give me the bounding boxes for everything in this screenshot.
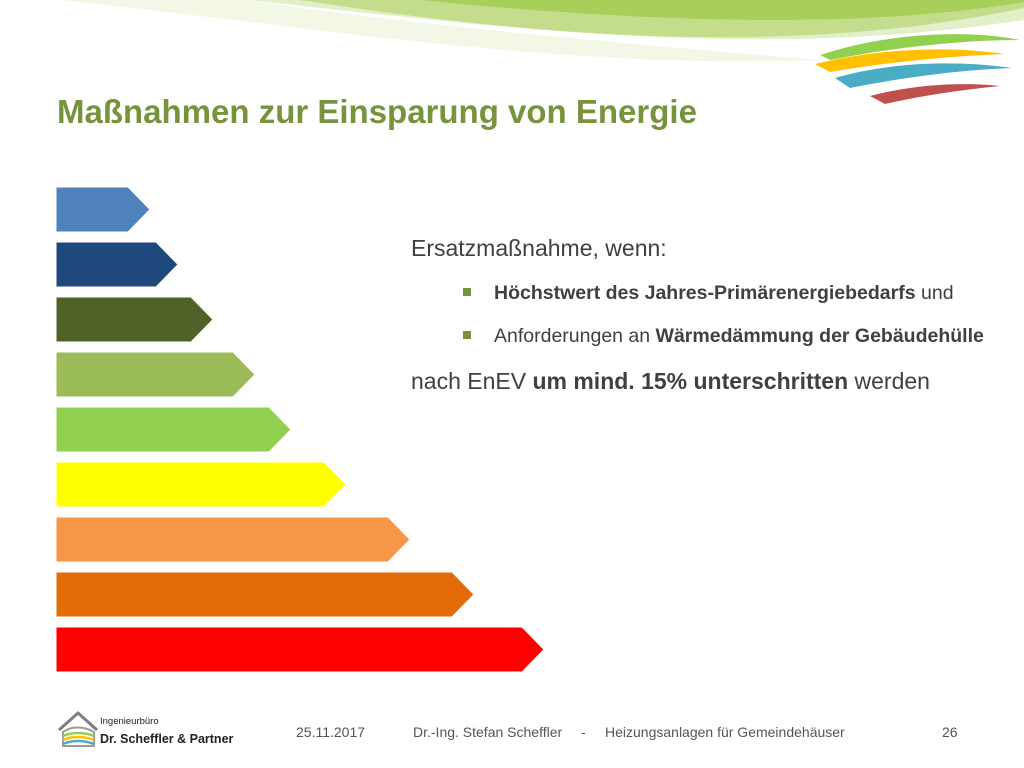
- outro-bold-text: um mind. 15% unterschritten: [532, 368, 849, 394]
- square-bullet-icon: [463, 331, 471, 339]
- energy-class-arrow-3: [55, 296, 214, 343]
- energy-class-arrow-7: [55, 516, 411, 563]
- footer-separator: -: [581, 724, 586, 740]
- content-area: Ersatzmaßnahme, wenn: Höchstwert des Jah…: [411, 232, 1001, 398]
- energy-class-arrow-5: [55, 406, 292, 453]
- header-swoosh-decoration: [60, 0, 1024, 104]
- footer-author: Dr.-Ing. Stefan Scheffler: [413, 724, 563, 740]
- bullet-item-2: Anforderungen an Wärmedämmung der Gebäud…: [411, 321, 1001, 352]
- bullet-2-bold-text: Wärmedämmung der Gebäudehülle: [655, 325, 984, 347]
- swoosh-band-fade: [60, 0, 820, 62]
- logo-line-1: Ingenieurbüro: [100, 716, 159, 727]
- energy-class-arrow-4: [55, 351, 256, 398]
- page-number: 26: [942, 724, 958, 740]
- slide-title: Maßnahmen zur Einsparung von Energie: [57, 93, 697, 130]
- swoosh-band-lime: [420, 0, 1024, 20]
- energy-class-arrow-8: [55, 571, 475, 618]
- energy-class-arrow-2: [55, 241, 179, 288]
- swoosh-arc-red: [870, 84, 1000, 104]
- outro-text: nach EnEV um mind. 15% unterschritten we…: [411, 364, 1001, 398]
- energy-class-arrow-6: [55, 461, 347, 508]
- bullet-1-bold-text: Höchstwert des Jahres-Primärenergiebedar…: [494, 282, 916, 304]
- footer-topic: Heizungsanlagen für Gemeindehäuser: [605, 724, 845, 740]
- energy-class-arrow-9: [55, 626, 545, 673]
- bullet-item-1: Höchstwert des Jahres-Primärenergiebedar…: [411, 278, 1001, 309]
- intro-text: Ersatzmaßnahme, wenn:: [411, 235, 667, 261]
- house-logo-icon: [57, 711, 99, 747]
- bullet-1-text: und: [915, 282, 954, 304]
- swoosh-arc-green: [820, 34, 1020, 60]
- square-bullet-icon: [463, 288, 471, 296]
- outro-text-end: werden: [848, 368, 930, 394]
- bullet-2-text: Anforderungen an: [494, 325, 656, 347]
- swoosh-arc-blue: [835, 63, 1012, 88]
- logo-line-2: Dr. Scheffler & Partner: [100, 732, 234, 746]
- swoosh-arc-yellow: [815, 49, 1005, 72]
- company-logo-text: Ingenieurbüro Dr. Scheffler & Partner: [100, 716, 233, 747]
- outro-text-start: nach EnEV: [411, 368, 533, 394]
- energy-class-arrow-1: [55, 186, 151, 233]
- footer-date: 25.11.2017: [296, 724, 366, 740]
